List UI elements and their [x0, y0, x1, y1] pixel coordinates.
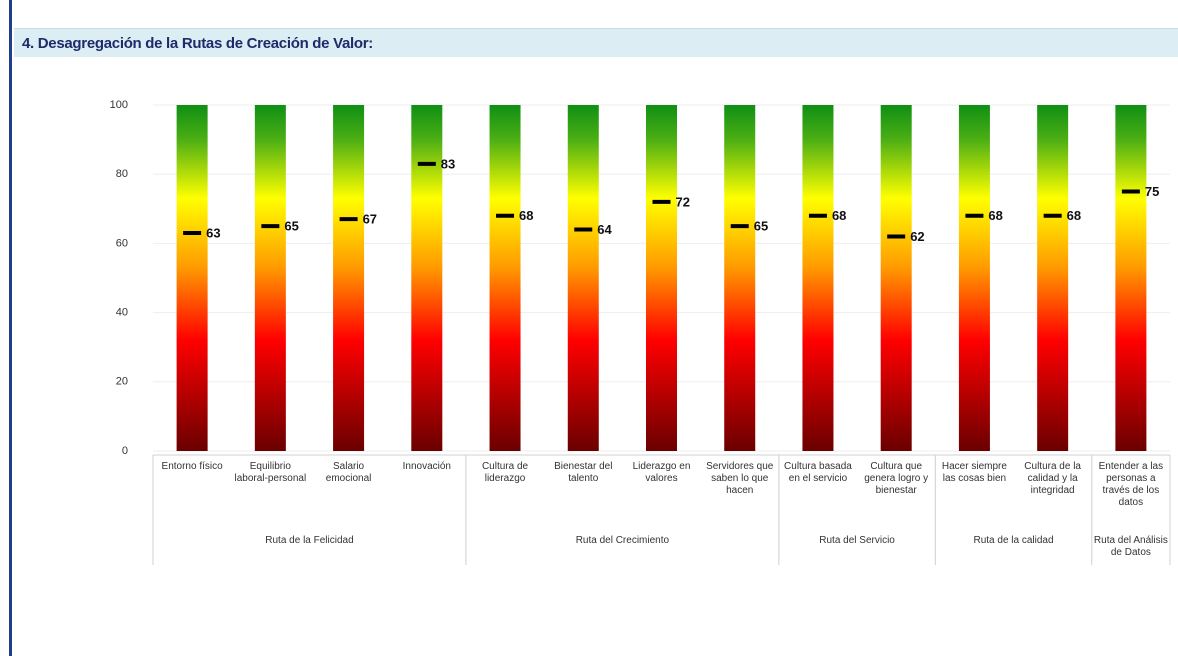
left-rule	[9, 0, 12, 656]
value-label: 68	[988, 208, 1002, 223]
scale-bar	[646, 105, 677, 451]
value-label: 63	[206, 225, 220, 240]
scale-bar	[958, 105, 990, 451]
section-header: 4. Desagregación de la Rutas de Creación…	[14, 28, 1178, 57]
value-label: 68	[1067, 208, 1081, 223]
scale-bar	[567, 105, 599, 451]
value-label: 68	[832, 208, 846, 223]
value-label: 65	[284, 219, 298, 234]
value-label: 83	[441, 156, 455, 171]
value-label: 65	[754, 219, 768, 234]
scale-bar	[1115, 105, 1147, 451]
y-tick-label: 80	[116, 168, 128, 180]
y-tick-label: 40	[116, 307, 128, 319]
scale-bar	[254, 105, 286, 451]
x-tick-label: Cultura de liderazgo	[481, 461, 529, 484]
scale-bar	[802, 105, 834, 451]
scale-bar	[1037, 105, 1069, 451]
scale-bar	[176, 105, 208, 451]
x-tick-label: Cultura que genera logro y bienestar	[864, 461, 929, 496]
group-label: Ruta del Crecimiento	[575, 535, 670, 546]
group-label: Ruta del Análisis de Datos	[1093, 535, 1168, 558]
group-label: Ruta de la Felicidad	[265, 535, 354, 546]
x-tick-label: Liderazgo en valores	[632, 461, 691, 484]
x-tick-label: Equilibrio laboral-personal	[234, 461, 307, 484]
x-tick-label: Bienestar del talento	[554, 461, 613, 484]
x-tick-label: Servidores que saben lo que hacen	[706, 461, 774, 496]
scale-bar	[411, 105, 443, 451]
x-tick-label: Innovación	[402, 461, 451, 472]
value-label: 75	[1145, 184, 1159, 199]
y-tick-label: 0	[122, 445, 128, 457]
scale-bar	[724, 105, 756, 451]
x-tick-label: Entender a las personas a través de los …	[1098, 461, 1164, 508]
y-tick-label: 60	[116, 237, 128, 249]
x-tick-label: Cultura basada en el servicio	[784, 461, 852, 484]
group-label: Ruta de la calidad	[973, 535, 1054, 546]
y-tick-label: 20	[116, 376, 128, 388]
x-tick-label: Salario emocional	[325, 461, 372, 484]
x-tick-label: Hacer siempre las cosas bien	[941, 461, 1007, 484]
value-label: 64	[597, 222, 612, 237]
section-title: 4. Desagregación de la Rutas de Creación…	[22, 35, 373, 52]
group-label: Ruta del Servicio	[819, 535, 895, 546]
y-tick-label: 100	[110, 99, 128, 111]
x-tick-label: Entorno físico	[161, 461, 223, 472]
value-label: 72	[676, 194, 690, 209]
value-label: 68	[519, 208, 533, 223]
value-label: 67	[363, 212, 377, 227]
scale-bar	[880, 105, 912, 451]
x-tick-label: Cultura de la calidad y la integridad	[1024, 461, 1081, 496]
scale-bar	[489, 105, 521, 451]
value-label: 62	[910, 229, 924, 244]
scale-bar	[333, 105, 365, 451]
